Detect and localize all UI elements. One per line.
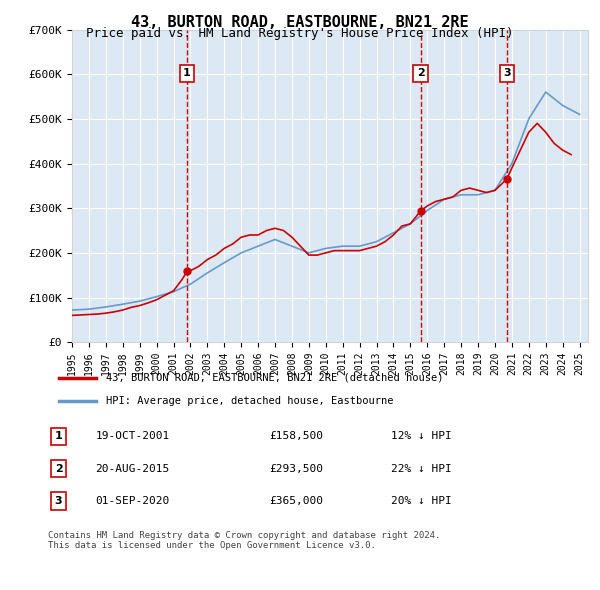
Text: 1: 1 — [55, 431, 62, 441]
Text: £365,000: £365,000 — [270, 496, 324, 506]
Text: 19-OCT-2001: 19-OCT-2001 — [95, 431, 170, 441]
Text: 1: 1 — [183, 68, 191, 78]
Text: 01-SEP-2020: 01-SEP-2020 — [95, 496, 170, 506]
Text: 3: 3 — [503, 68, 511, 78]
Text: £158,500: £158,500 — [270, 431, 324, 441]
Text: 43, BURTON ROAD, EASTBOURNE, BN21 2RE (detached house): 43, BURTON ROAD, EASTBOURNE, BN21 2RE (d… — [106, 373, 443, 383]
Text: HPI: Average price, detached house, Eastbourne: HPI: Average price, detached house, East… — [106, 396, 394, 406]
Text: £293,500: £293,500 — [270, 464, 324, 474]
Text: 22% ↓ HPI: 22% ↓ HPI — [391, 464, 452, 474]
Text: 20% ↓ HPI: 20% ↓ HPI — [391, 496, 452, 506]
Text: 2: 2 — [55, 464, 62, 474]
Text: Price paid vs. HM Land Registry's House Price Index (HPI): Price paid vs. HM Land Registry's House … — [86, 27, 514, 40]
Text: 2: 2 — [416, 68, 424, 78]
Text: 43, BURTON ROAD, EASTBOURNE, BN21 2RE: 43, BURTON ROAD, EASTBOURNE, BN21 2RE — [131, 15, 469, 30]
Text: 12% ↓ HPI: 12% ↓ HPI — [391, 431, 452, 441]
Text: Contains HM Land Registry data © Crown copyright and database right 2024.
This d: Contains HM Land Registry data © Crown c… — [48, 531, 440, 550]
Text: 3: 3 — [55, 496, 62, 506]
Text: 20-AUG-2015: 20-AUG-2015 — [95, 464, 170, 474]
